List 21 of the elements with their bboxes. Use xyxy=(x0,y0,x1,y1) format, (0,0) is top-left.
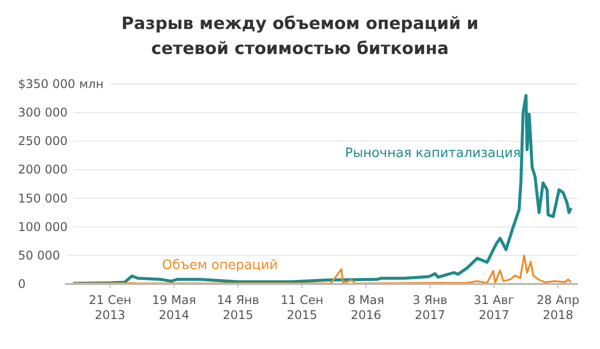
x-tick-label: 8 Мая 2016 xyxy=(348,293,384,322)
chart-title: Разрыв между объемом операций и сетевой стоимостью биткоина xyxy=(120,13,480,61)
x-tick-label: 31 Авг 2017 xyxy=(474,293,514,322)
y-tick-label: 300 000 xyxy=(18,106,68,120)
y-tick-label: $350 000 млн xyxy=(18,77,104,91)
x-tick-label: 11 Сен 2015 xyxy=(280,293,324,322)
x-tick-label: 28 Апр 2018 xyxy=(536,293,580,322)
y-tick-label: 200 000 xyxy=(18,162,68,177)
y-tick-label: 250 000 xyxy=(18,134,68,148)
x-tick-label: 19 Мая 2014 xyxy=(152,293,196,322)
x-tick-label: 14 Янв 2015 xyxy=(216,293,260,322)
series-label: Рыночная капитализация xyxy=(345,146,521,161)
y-tick-label: 150 000 xyxy=(18,191,68,206)
line-series xyxy=(72,94,573,284)
y-tick-label: 100 000 xyxy=(18,220,68,234)
y-tick-label: 0 xyxy=(18,277,26,291)
x-tick-label: 21 Сен 2013 xyxy=(88,293,132,322)
y-tick-label: 50 000 xyxy=(18,248,60,262)
series-label: Объем операций xyxy=(162,258,278,273)
line-series xyxy=(72,254,572,284)
x-tick-label: 3 Янв 2017 xyxy=(412,293,448,322)
